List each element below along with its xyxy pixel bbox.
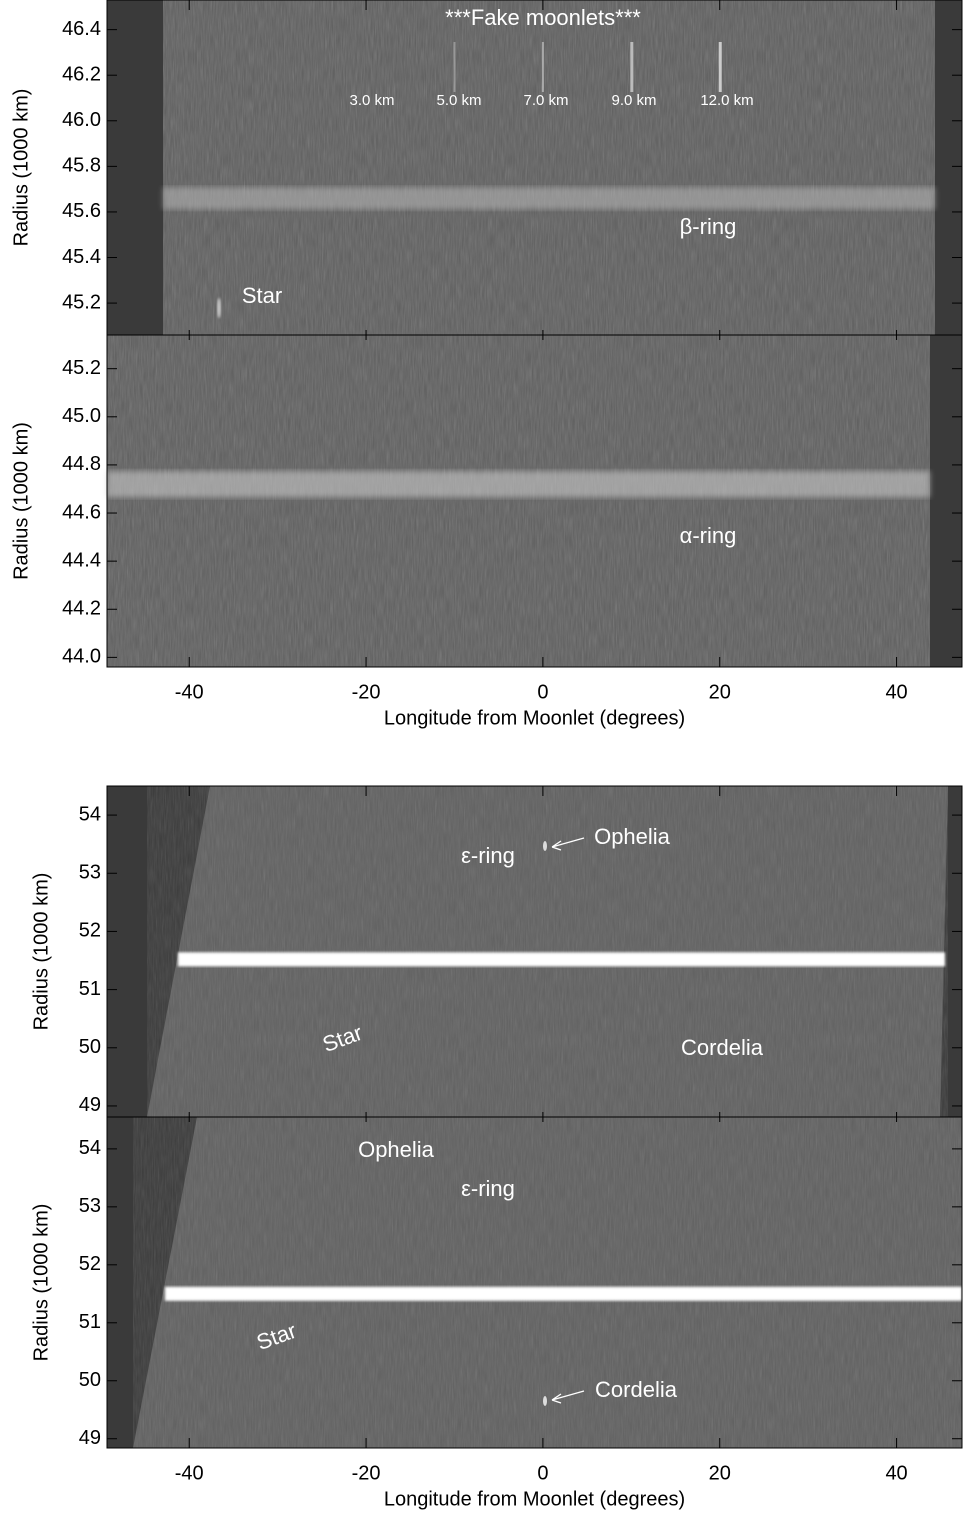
y-axis-label: Radius (1000 km) [10,422,32,580]
annotation: Cordelia [681,1035,764,1060]
y-tick-label: 53 [79,1195,101,1217]
panel: 49 50 51 52 53 54 Radius (1000 km) Ophelia ε-rin… [30,785,963,1118]
y-tick-label: 46.0 [62,109,101,131]
y-tick-label: 45.2 [62,357,101,379]
moonlet-streak [541,42,544,92]
ring [178,952,945,967]
image-noise [107,335,930,667]
arrow [551,1390,585,1404]
x-tick-label: 40 [885,1462,907,1484]
y-tick-label: 46.2 [62,63,101,85]
y-axis-label: Radius (1000 km) [10,89,32,247]
y-tick-label: 52 [79,1253,101,1275]
moonlet-streak [718,42,722,92]
y-tick-label: 50 [79,1369,101,1391]
x-tick-label: -20 [352,681,381,703]
y-tick-label: 51 [79,978,101,1000]
annotation: Ophelia [594,824,671,849]
annotation: β-ring [680,214,737,239]
moon-blob [543,1396,547,1406]
y-tick-label: 52 [79,920,101,942]
y-tick-label: 45.6 [62,200,101,222]
x-tick-label: 0 [537,681,548,703]
y-tick-label: 51 [79,1311,101,1333]
arrow [551,837,585,851]
image-noise [163,0,935,335]
annotation: Star [242,283,282,308]
y-tick-label: 50 [79,1036,101,1058]
y-axis-label: Radius (1000 km) [30,1204,52,1362]
moon-blob [543,841,547,851]
plot-frame [106,1116,963,1449]
x-tick-label: -40 [175,1462,204,1484]
y-tick-label: 46.4 [62,18,101,40]
x-tick-label: 40 [885,681,907,703]
y-tick-label: 54 [79,1137,101,1159]
y-tick-label: 49 [79,1094,101,1116]
x-axis-label: Longitude from Moonlet (degrees) [384,707,685,729]
annotation: 3.0 km [349,92,394,109]
annotation: Ophelia [358,1137,435,1162]
image-noise [147,786,948,1117]
x-tick-label: 20 [709,1462,731,1484]
annotation: 5.0 km [436,92,481,109]
plot-frame [106,334,963,668]
y-tick-label: 53 [79,862,101,884]
panel: 49 50 51 52 53 54 Radius (1000 km) -40 -20 0 20 40 L… [30,786,963,1510]
y-tick-label: 49 [79,1427,101,1449]
ring [163,187,935,210]
annotation: 12.0 km [700,92,753,109]
y-tick-label: 44.4 [62,549,101,571]
x-axis-label: Longitude from Moonlet (degrees) [384,1488,685,1510]
annotation: ε-ring [461,1176,515,1201]
y-tick-label: 45.0 [62,405,101,427]
annotation: Cordelia [595,1377,678,1402]
ring [107,471,930,498]
panel: 44.0 44.2 44.4 44.6 44.8 45.0 45.2 Radius (1000… [10,0,963,729]
image-noise [133,1117,962,1448]
x-tick-label: -40 [175,681,204,703]
y-tick-label: 45.2 [62,291,101,313]
y-axis-label: Radius (1000 km) [30,873,52,1031]
star-blob [217,298,221,318]
x-tick-label: -20 [352,1462,381,1484]
y-tick-label: 44.8 [62,453,101,475]
annotation: 9.0 km [611,92,656,109]
ring [165,1286,962,1301]
moonlet-streak [453,42,456,92]
y-tick-label: 44.2 [62,598,101,620]
moonlet-streak [630,42,634,92]
y-tick-label: 45.4 [62,246,101,268]
x-tick-label: 0 [537,1462,548,1484]
y-tick-label: 45.8 [62,155,101,177]
y-tick-label: 44.0 [62,646,101,668]
annotation: α-ring [680,523,737,548]
annotation: ε-ring [461,843,515,868]
y-tick-label: 44.6 [62,501,101,523]
panel: 45.2 45.4 45.6 45.8 46.0 46.2 46.4 Radius (1000… [10,0,963,336]
y-tick-label: 54 [79,803,101,825]
annotation: 7.0 km [523,92,568,109]
x-tick-label: 20 [709,681,731,703]
